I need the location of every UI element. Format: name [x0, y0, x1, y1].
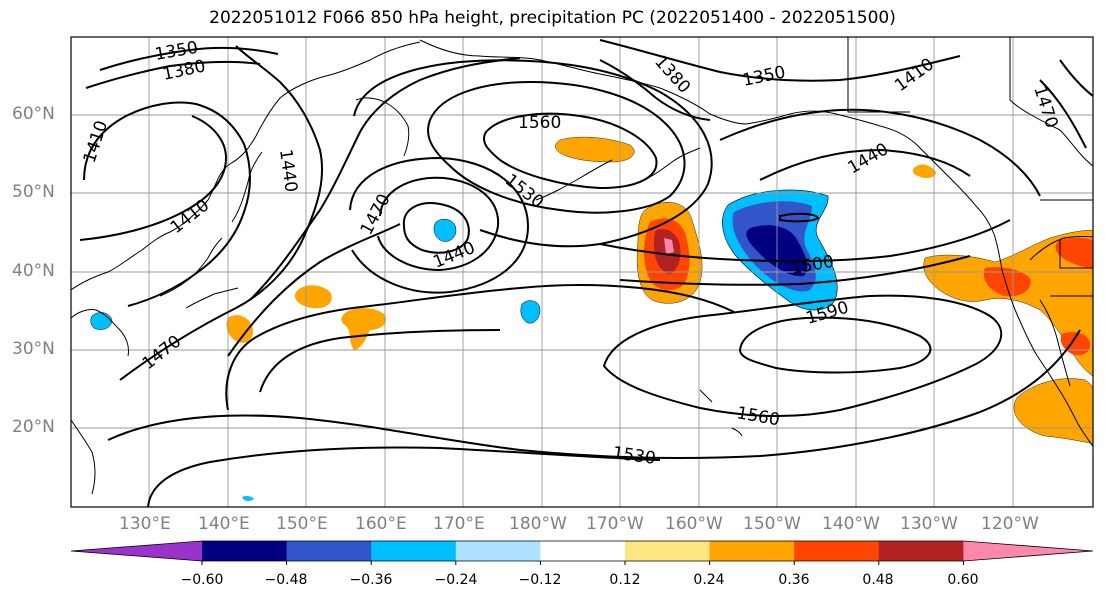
- lon-label: 140°E: [198, 514, 250, 534]
- colorbar: [70, 540, 1094, 565]
- lon-label: 170°W: [586, 514, 644, 534]
- contour-label: 1410: [891, 54, 938, 96]
- height-contours: [79, 39, 1093, 507]
- lon-label: 170°E: [433, 514, 485, 534]
- contour-label: 1470: [357, 191, 395, 239]
- lat-label: 30°N: [12, 339, 55, 359]
- contour-label: 1560: [735, 403, 781, 430]
- contour-label: 1440: [845, 139, 892, 178]
- lat-label: 50°N: [12, 182, 55, 202]
- colorbar-swatch: [286, 541, 372, 561]
- colorbar-tick-label: 0.48: [862, 572, 894, 588]
- lat-label: 60°N: [12, 104, 55, 124]
- map-frame: [70, 36, 1094, 508]
- lon-label: 150°E: [276, 514, 328, 534]
- coastlines: [71, 37, 1093, 495]
- lon-label: 140°W: [822, 514, 880, 534]
- map-title: 2022051012 F066 850 hPa height, precipit…: [209, 8, 896, 28]
- lon-label: 180°W: [509, 514, 567, 534]
- lon-label: 160°E: [355, 514, 407, 534]
- contour-label: 1350: [741, 62, 787, 91]
- colorbar-tick-label: −0.24: [434, 572, 478, 588]
- colorbar-swatch: [455, 541, 541, 561]
- colorbar-extend-right: [963, 541, 1093, 561]
- precip-shading: [90, 136, 1093, 502]
- colorbar-swatch: [625, 541, 711, 561]
- colorbar-swatch: [202, 541, 288, 561]
- contour-label: 1440: [275, 148, 301, 194]
- colorbar-swatch: [878, 541, 964, 561]
- lon-label: 120°W: [981, 514, 1039, 534]
- colorbar-swatch: [709, 541, 795, 561]
- colorbar-tick-label: 0.60: [947, 572, 979, 588]
- contour-label: 1470: [139, 332, 185, 374]
- contour-label: 1560: [518, 113, 561, 133]
- colorbar-tick-label: −0.60: [180, 572, 224, 588]
- lon-label: 150°W: [743, 514, 801, 534]
- colorbar-tick-label: 0.12: [609, 572, 641, 588]
- lon-label: 130°W: [900, 514, 958, 534]
- colorbar-swatch: [794, 541, 880, 561]
- grid-lines: [71, 37, 1093, 507]
- lon-label: 160°W: [665, 514, 723, 534]
- colorbar-tick-label: −0.48: [264, 572, 308, 588]
- lat-label: 40°N: [12, 261, 55, 281]
- colorbar-tick-label: −0.36: [349, 572, 393, 588]
- colorbar-swatch: [540, 541, 626, 561]
- lon-label: 130°E: [119, 514, 171, 534]
- colorbar-tick-label: −0.12: [518, 572, 562, 588]
- contour-label: 1470: [1029, 83, 1061, 130]
- lat-label: 20°N: [12, 417, 55, 437]
- colorbar-extend-left: [71, 541, 202, 561]
- colorbar-swatch: [371, 541, 457, 561]
- colorbar-tick-label: 0.36: [778, 572, 810, 588]
- contour-label: 1410: [80, 118, 112, 165]
- contour-label: 1530: [611, 443, 657, 469]
- colorbar-tick-label: 0.24: [693, 572, 725, 588]
